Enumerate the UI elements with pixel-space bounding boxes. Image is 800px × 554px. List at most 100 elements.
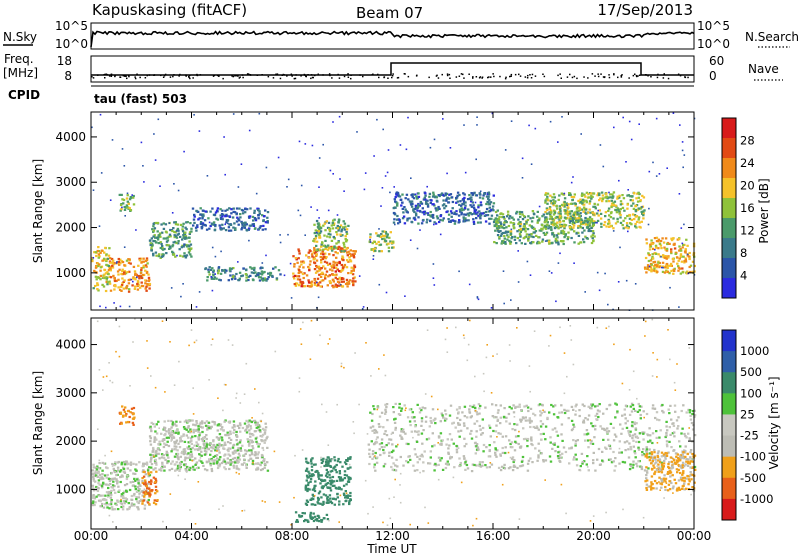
echo-cell: [272, 267, 275, 270]
echo-cell: [467, 214, 470, 217]
echo-cell: [227, 226, 231, 229]
colorbar-frame: [721, 117, 737, 299]
echo-cell: [148, 239, 152, 242]
echo-cell: [128, 415, 131, 419]
echo-cell: [342, 220, 345, 223]
echo-speckle: [433, 138, 436, 141]
y-tick-label: 2000: [55, 221, 86, 235]
echo-cell: [665, 247, 669, 250]
echo-cell: [353, 276, 356, 279]
echo-cell: [450, 196, 454, 199]
echo-cell: [591, 237, 594, 240]
echo-cell: [122, 414, 125, 417]
echo-speckle: [92, 189, 95, 191]
echo-cell: [187, 456, 190, 459]
echo-cell: [549, 194, 552, 197]
echo-cell: [474, 406, 477, 409]
echo-cell: [150, 463, 154, 466]
echo-speckle: [92, 257, 95, 259]
echo-cell: [188, 236, 191, 239]
echo-cell: [564, 212, 567, 215]
echo-cell: [107, 281, 110, 284]
echo-cell: [224, 433, 227, 437]
echo-cell: [482, 450, 485, 453]
echo-cell: [310, 469, 314, 472]
echo-cell: [169, 247, 172, 250]
echo-cell: [194, 424, 197, 427]
echo-cell: [406, 217, 409, 220]
echo-cell: [170, 433, 173, 436]
echo-cell: [455, 408, 459, 411]
echo-cell: [394, 200, 397, 203]
echo-cell: [315, 240, 319, 243]
echo-cell: [670, 418, 673, 421]
echo-cell: [436, 208, 439, 211]
echo-cell: [556, 226, 559, 229]
echo-cell: [233, 449, 236, 452]
echo-cell: [621, 202, 624, 205]
nave-point: [638, 74, 641, 76]
echo-cell: [559, 240, 563, 243]
echo-speckle: [432, 277, 435, 279]
echo-cell: [211, 207, 214, 210]
echo-cell: [670, 252, 673, 255]
freq-label: Freq.: [4, 52, 34, 66]
echo-cell: [109, 503, 113, 506]
echo-cell: [629, 199, 632, 202]
echo-cell: [209, 268, 213, 271]
echo-cell: [501, 231, 505, 235]
echo-cell: [212, 274, 215, 277]
echo-speckle: [476, 124, 478, 126]
echo-cell: [438, 220, 441, 224]
echo-cell: [156, 490, 159, 493]
echo-speckle: [648, 207, 650, 210]
nave-point: [428, 76, 430, 79]
echo-cell: [201, 216, 204, 219]
echo-cell: [124, 272, 128, 275]
echo-cell: [92, 479, 96, 482]
echo-cell: [583, 203, 586, 206]
echo-cell: [401, 193, 404, 196]
colorbar-segment: [722, 238, 736, 259]
echo-cell: [97, 256, 100, 259]
echo-cell: [108, 275, 111, 278]
echo-cell: [463, 424, 466, 427]
echo-cell: [241, 274, 244, 277]
echo-cell: [202, 464, 205, 467]
echo-cell: [258, 429, 262, 432]
echo-cell: [183, 243, 186, 246]
echo-cell: [151, 453, 154, 457]
echo-cell: [241, 212, 245, 215]
echo-cell: [247, 424, 251, 427]
echo-cell: [634, 427, 637, 430]
echo-cell: [216, 218, 220, 221]
echo-cell: [459, 200, 462, 203]
echo-cell: [342, 277, 345, 280]
echo-cell: [547, 224, 551, 227]
echo-cell: [631, 421, 634, 424]
echo-speckle: [416, 247, 419, 250]
echo-cell: [545, 220, 548, 223]
echo-cell: [383, 432, 386, 435]
echo-cell: [629, 463, 632, 466]
echo-cell: [252, 271, 255, 275]
echo-cell: [237, 447, 240, 450]
echo-cell: [182, 453, 186, 456]
echo-cell: [528, 417, 531, 420]
echo-cell: [216, 207, 220, 210]
echo-cell: [106, 283, 109, 286]
echo-cell: [620, 451, 623, 454]
echo-cell: [317, 472, 320, 475]
echo-cell: [333, 459, 337, 462]
echo-cell: [350, 269, 353, 272]
echo-cell: [515, 210, 519, 213]
echo-cell: [111, 508, 114, 511]
echo-cell: [127, 261, 131, 264]
echo-speckle: [283, 274, 286, 277]
echo-cell: [144, 490, 148, 493]
echo-speckle: [287, 178, 290, 181]
echo-cell: [631, 199, 634, 202]
echo-cell: [167, 460, 170, 463]
echo-cell: [418, 204, 421, 207]
echo-cell: [424, 192, 427, 195]
